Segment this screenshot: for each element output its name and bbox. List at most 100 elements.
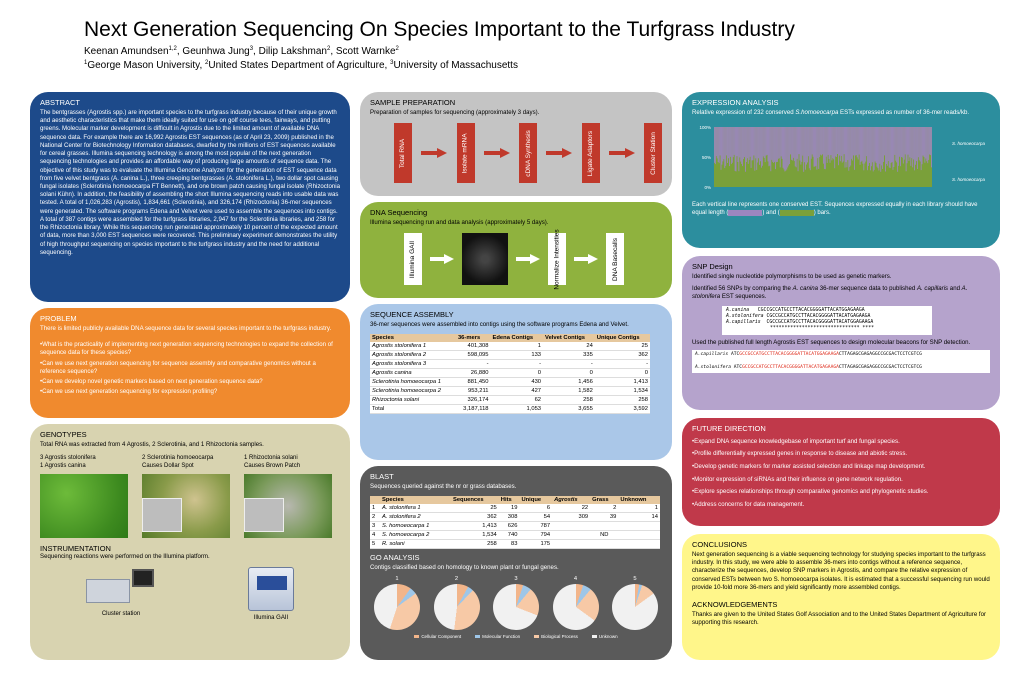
column-header: 36-mers [455,334,491,343]
expression-bar [823,127,825,170]
dollar-spot-photo [142,474,230,539]
expression-bar [923,127,925,158]
poster-title: Next Generation Sequencing On Species Im… [84,18,795,41]
expression-bar [760,127,762,168]
expression-bar [796,127,798,160]
brown-patch-photo [244,474,332,539]
expression-bar [791,127,793,161]
illumina-gaii: Illumina GAII [248,567,294,621]
expression-bar [840,127,842,157]
expression-bar [722,127,724,162]
snp-title: SNP Design [692,262,733,271]
expression-bar [729,127,730,167]
expression-bar [782,127,784,169]
genotype-sclerotinia: 2 Sclerotinia homoeocarpa Causes Dollar … [142,455,230,539]
machine-label: Illumina GAII [253,615,289,622]
expression-title: EXPRESSION ANALYSIS [692,98,779,107]
expression-bar [855,127,857,156]
table-row: Rhizoctonia solani 326,174 62 258 258 [370,395,650,406]
expression-bar [795,127,797,168]
expression-bar [858,127,860,155]
table-row: 3 S. homoeocarpa 1 1,413 626 787 [370,521,660,532]
affiliation-name: University of Massachusetts [393,60,518,71]
expression-bar [920,127,922,171]
pie-label: 5 [633,576,637,583]
step-box: Illumina GAII [404,233,422,286]
expression-bar [853,127,854,156]
author-name: Scott Warnke [335,46,396,57]
blast-desc: Sequences queried against the nr or gras… [370,483,517,490]
expression-bar [866,127,868,157]
problem-question: •What is the practicality of implementin… [40,341,333,357]
expression-bar [908,127,910,162]
expression-bar [928,127,930,161]
expression-bar [929,127,931,155]
expression-bar [916,127,917,162]
expression-bar [884,127,885,156]
expression-bar [869,127,871,171]
step-box: Ligate Adaptors [581,123,600,184]
expression-bar [772,127,774,163]
future-item: •Profile differentially expressed genes … [692,450,908,458]
table-row: Agrostis canina 26,880 0 0 0 [370,368,650,379]
legend-item: Cellular Component [414,634,461,639]
expression-bar [895,127,897,161]
machine-label: Cluster station [101,611,141,618]
author-superscript: 1,2 [168,46,177,52]
expression-bar [825,127,827,157]
expression-bar [820,127,822,155]
expression-bar [744,127,745,158]
expression-bar [874,127,876,162]
expression-bar [868,127,869,167]
table-row: Agrostis stolonifera 3---- [370,359,650,370]
acknowledgements-title: ACKNOWLEDGEMENTS [692,600,778,610]
expression-bar [870,127,872,167]
problem-question: •Can we develop novel genetic markers ba… [40,378,263,386]
genotype-label: 3 Agrostis stolonifera [40,455,96,462]
expression-bar [930,127,931,156]
table-row: 1 A. stolonifera 1 25 19 6 22 2 1 [370,504,660,514]
expression-bar [764,127,766,163]
snp-p1: Identified single nucleotide polymorphis… [692,273,892,280]
expression-bar [859,127,861,166]
expression-bar [891,127,893,163]
expression-bar [781,127,783,160]
expression-bar [728,127,729,159]
expression-bar [750,127,752,169]
expression-bar [817,127,819,159]
sample-prep-desc: Preparation of samples for sequencing (a… [370,109,540,116]
expression-bar [926,127,928,162]
expression-bar [892,127,894,171]
author-name: Keenan Amundsen [84,46,169,57]
expression-bar [836,127,838,158]
expression-bar [809,127,811,171]
expression-bar [791,127,792,161]
assembly-desc: 36-mer sequences were assembled into con… [370,321,629,328]
expression-bar [862,127,864,164]
expression-bar [897,127,899,173]
expression-bar [748,127,750,161]
expression-bar [784,127,786,172]
expression-bar [904,127,906,155]
affiliation-name: United States Department of Agriculture [208,60,385,71]
abstract-text: The bentgrasses (Agrostis spp.) are impo… [40,109,341,256]
table-row: 2 A. stolonifera 2 362 308 54 309 39 14 [370,512,660,523]
genotypes-desc: Total RNA was extracted from 4 Agrostis,… [40,441,264,448]
flowcell-image [462,233,508,286]
abstract-panel: ABSTRACT The bentgrasses (Agrostis spp.)… [30,92,350,302]
problem-panel: PROBLEM There is limited publicly availa… [30,308,350,418]
expression-bar [902,127,904,164]
go-analysis-desc: Contigs classified based on homology to … [370,564,559,572]
expression-bar [719,127,721,156]
pie-chart [493,584,539,631]
author-list: Keenan Amundsen1,2, Geunhwa Jung3, Dilip… [84,46,399,57]
step-box: Isolate mRNA [456,123,475,184]
y-tick-label: 50% [702,155,711,160]
expression-bar [905,127,907,172]
expression-bar [749,127,751,157]
expression-bar [844,127,846,168]
expression-bar [762,127,764,157]
expression-bar [865,127,867,162]
expression-bar [745,127,746,172]
microscope-image [244,498,284,533]
